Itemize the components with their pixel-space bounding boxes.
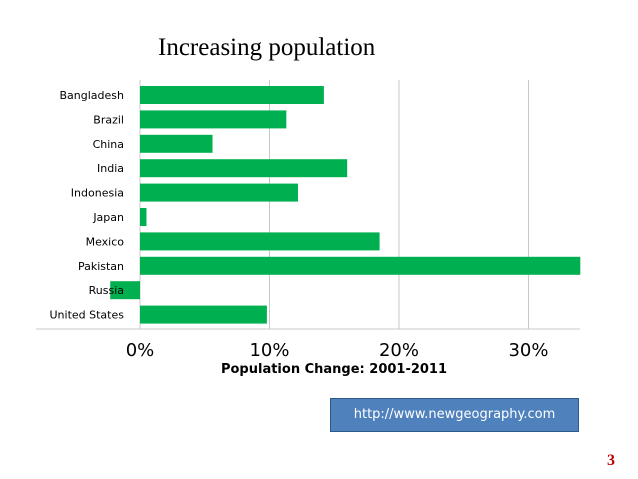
source-url[interactable]: http://www.newgeography.com — [353, 407, 556, 422]
source-link-box[interactable]: http://www.newgeography.com — [330, 398, 579, 432]
x-tick-label: 30% — [508, 340, 548, 361]
category-label: China — [93, 138, 124, 151]
chart-tick-labels: 0% 10% 20% 30% — [126, 340, 549, 361]
chart-x-axis-title: Population Change: 2001-2011 — [221, 362, 447, 377]
bar-japan — [140, 208, 147, 226]
bar-russia — [110, 281, 140, 300]
category-label: Russia — [89, 284, 124, 297]
category-label: Japan — [92, 211, 124, 224]
x-tick-label: 10% — [249, 340, 289, 361]
bar-mexico — [140, 232, 380, 251]
x-tick-label: 0% — [126, 340, 155, 361]
category-label: India — [97, 162, 124, 175]
x-tick-label: 20% — [379, 340, 419, 361]
bar-brazil — [140, 110, 287, 129]
bar-chart: Bangladesh Brazil China India Indonesia Japan… — [36, 80, 581, 377]
bar-china — [140, 134, 213, 153]
chart-category-labels: Bangladesh Brazil China India Indonesia Japan… — [50, 89, 125, 322]
category-label: Mexico — [86, 235, 125, 248]
bar-pakistan — [140, 256, 581, 275]
bar-bangladesh — [140, 86, 324, 104]
category-label: United States — [50, 309, 125, 322]
category-label: Indonesia — [71, 187, 124, 200]
bar-indonesia — [140, 183, 298, 202]
page-number: 3 — [607, 452, 615, 469]
bar-united-states — [140, 305, 267, 324]
category-label: Bangladesh — [60, 89, 125, 102]
category-label: Brazil — [93, 113, 124, 126]
bar-india — [140, 159, 348, 178]
chart-bars — [110, 86, 581, 324]
slide-title: Increasing population — [158, 34, 376, 61]
category-label: Pakistan — [78, 260, 124, 273]
